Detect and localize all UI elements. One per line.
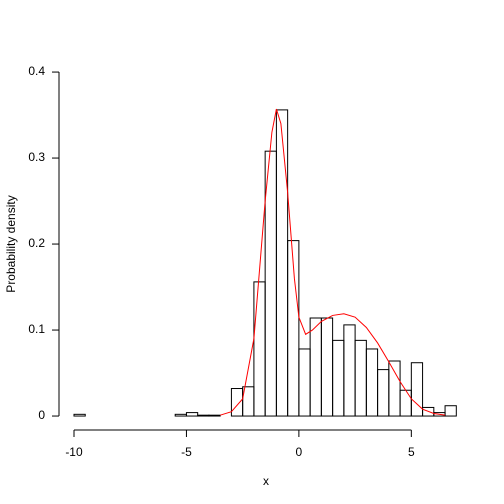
bar [444, 405, 457, 417]
x-tick-label: 0 [296, 445, 303, 459]
y-tick-label: 0.4 [28, 64, 45, 78]
bar [365, 348, 379, 417]
bar [354, 339, 367, 417]
x-tick-label: -5 [181, 445, 192, 459]
bar [309, 317, 322, 417]
bar [332, 339, 345, 417]
bar [320, 317, 334, 417]
bar [287, 240, 300, 417]
y-tick-label: 0.2 [28, 236, 45, 250]
bar [275, 109, 289, 417]
y-tick-label: 0.1 [28, 322, 45, 336]
y-axis-label: Probability density [4, 195, 18, 292]
x-axis-label: x [263, 474, 269, 488]
bar [410, 362, 424, 417]
bar [174, 413, 187, 417]
bar [377, 369, 390, 417]
bar [197, 414, 210, 417]
y-tick-label: 0.3 [28, 150, 45, 164]
bar [343, 324, 356, 417]
x-tick-label: -10 [65, 445, 83, 459]
bar [185, 412, 199, 417]
bar [264, 150, 277, 417]
bar [298, 348, 311, 417]
x-tick-label: 5 [408, 445, 415, 459]
bar [388, 360, 401, 417]
bar [399, 389, 412, 417]
bar [422, 406, 435, 417]
density-line [220, 108, 446, 416]
bar [230, 388, 244, 417]
bar [253, 281, 266, 417]
bar [208, 414, 221, 417]
bar [73, 413, 86, 417]
y-tick-label: 0 [38, 408, 45, 422]
